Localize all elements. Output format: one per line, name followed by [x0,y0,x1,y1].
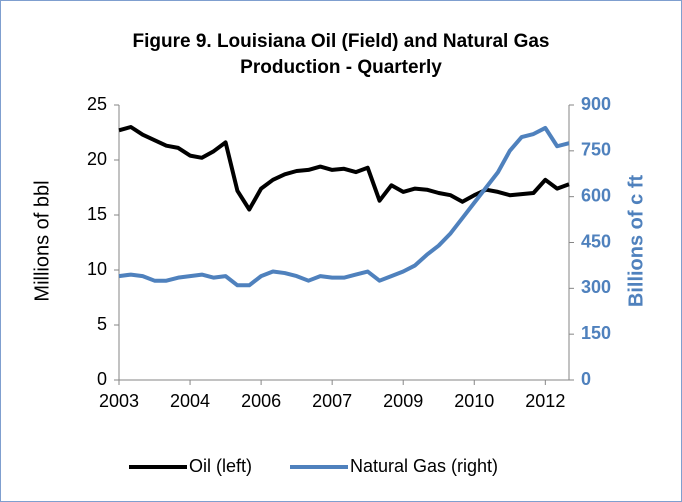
series-line [118,125,570,288]
x-tick-label: 2006 [241,391,281,411]
y2-axis-label: Billions of c ft [625,175,647,308]
x-tick-label: 2003 [99,391,139,411]
x-tick-label: 2009 [383,391,423,411]
y-axis-label: Millions of bbl [31,180,53,301]
chart-title: Figure 9. Louisiana Oil (Field) and Natu… [132,31,550,78]
y-tick-label: 25 [87,94,107,114]
y2-tick-label: 750 [581,140,611,160]
x-tick-label: 2007 [312,391,352,411]
y2-tick-label: 0 [581,369,591,389]
x-tick-label: 2012 [525,391,565,411]
legend-label: Natural Gas (right) [350,456,498,476]
x-tick-label: 2004 [170,391,210,411]
y-tick-label: 15 [87,204,107,224]
y2-tick-label: 600 [581,185,611,205]
y-tick-label: 5 [97,314,107,334]
series-line [118,125,570,212]
y-tick-label: 0 [97,369,107,389]
y2-tick-label: 450 [581,231,611,251]
y2-tick-label: 150 [581,323,611,343]
y2-tick-label: 900 [581,94,611,114]
y-tick-label: 10 [87,259,107,279]
x-tick-label: 2010 [454,391,494,411]
y2-tick-label: 300 [581,277,611,297]
legend-label: Oil (left) [189,456,252,476]
y-tick-label: 20 [87,149,107,169]
